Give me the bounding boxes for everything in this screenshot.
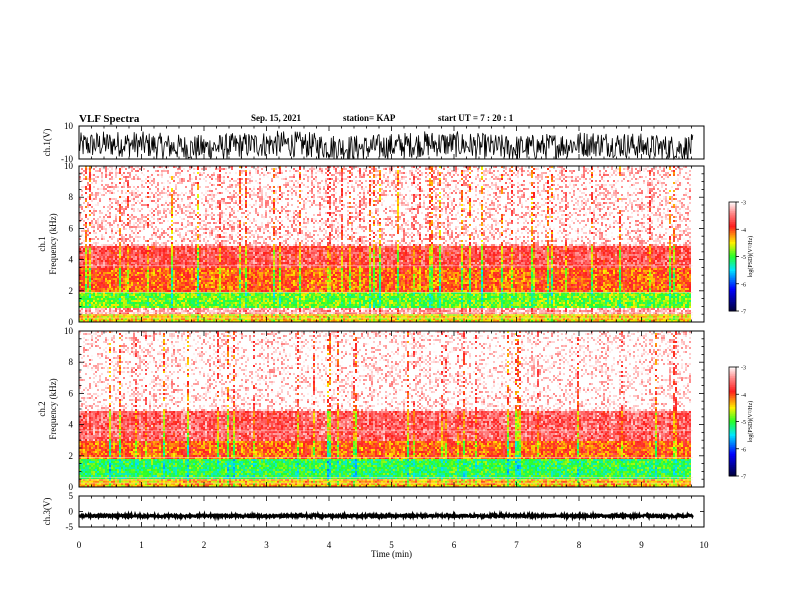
ch2-spectrogram-colorbar-tick: -5 <box>741 420 746 426</box>
ch3-waveform-ytick: -5 <box>66 522 74 532</box>
ch1-spectrogram-ytick: 6 <box>69 223 74 233</box>
ch2-spectrogram-ylabel: ch.2 <box>37 401 47 416</box>
ch1-spectrogram-ytick: 2 <box>69 286 74 296</box>
x-tick-label: 2 <box>202 540 207 550</box>
x-tick-label: 4 <box>327 540 332 550</box>
ch2-spectrogram-ytick: 8 <box>69 357 74 367</box>
ch2-spectrogram-image <box>79 331 693 487</box>
ch1-spectrogram-colorbar-tick: -5 <box>741 255 746 261</box>
ch2-spectrogram-colorbar-tick: -4 <box>741 393 746 399</box>
ch2-spectrogram-ytick: 6 <box>69 388 74 398</box>
start-time-label: start UT = 7 : 20 : 1 <box>438 113 513 123</box>
ch3-waveform-trace <box>78 509 694 522</box>
ch1-spectrogram-colorbar-tick: -7 <box>741 310 746 316</box>
ch1-spectrogram-image <box>79 166 693 322</box>
ch2-spectrogram-colorbar-tick: -7 <box>741 475 746 481</box>
ch1-spectrogram-ytick: 0 <box>69 317 74 327</box>
ch2-spectrogram-ytick: 2 <box>69 451 74 461</box>
ch2-spectrogram-ylabel-frequency: Frequency (kHz) <box>48 378 58 439</box>
ch3-waveform-ylabel: ch.3(V) <box>42 498 52 526</box>
ch3-waveform-ytick: 0 <box>69 507 74 517</box>
ch2-spectrogram-colorbar-tick: -6 <box>741 447 746 453</box>
ch1-spectrogram-ylabel-frequency: Frequency (kHz) <box>48 213 58 274</box>
ch1-spectrogram-colorbar-tick: -4 <box>741 228 746 234</box>
x-tick-label: 10 <box>700 540 710 550</box>
x-tick-label: 6 <box>452 540 457 550</box>
ch1-waveform-ytick: -10 <box>61 154 73 164</box>
station-label: station= KAP <box>343 113 395 123</box>
ch2-spectrogram-colorbar-label: log(PSD)(V²/Hz) <box>747 401 754 442</box>
ch3-waveform-ytick: 5 <box>69 491 74 501</box>
ch1-spectrogram-colorbar-label: log(PSD)(V²/Hz) <box>747 236 754 277</box>
ch1-waveform-ylabel: ch.1(V) <box>42 129 52 157</box>
ch1-waveform-trace <box>78 130 694 161</box>
x-tick-label: 9 <box>639 540 644 550</box>
x-tick-label: 8 <box>577 540 582 550</box>
x-axis-label: Time (min) <box>371 549 412 559</box>
ch1-waveform-ytick: 10 <box>64 121 74 131</box>
x-tick-label: 7 <box>514 540 519 550</box>
ch2-spectrogram-ytick: 10 <box>64 326 74 336</box>
x-tick-label: 1 <box>139 540 144 550</box>
ch1-spectrogram-colorbar-tick: -6 <box>741 282 746 288</box>
x-tick-label: 5 <box>389 540 394 550</box>
ch2-spectrogram-ytick: 4 <box>69 420 74 430</box>
date-label: Sep. 15, 2021 <box>251 113 301 123</box>
ch2-spectrogram-colorbar-tick: -3 <box>741 366 746 372</box>
x-tick-label: 3 <box>264 540 269 550</box>
ch1-spectrogram-ytick: 10 <box>64 161 74 171</box>
ch1-spectrogram-colorbar-tick: -3 <box>741 201 746 207</box>
chart-title: VLF Spectra <box>79 113 139 125</box>
x-tick-label: 0 <box>77 540 82 550</box>
ch1-spectrogram-ytick: 8 <box>69 192 74 202</box>
ch2-spectrogram-ytick: 0 <box>69 482 74 492</box>
ch1-spectrogram-ylabel: ch.1 <box>37 236 47 251</box>
ch1-spectrogram-ytick: 4 <box>69 255 74 265</box>
